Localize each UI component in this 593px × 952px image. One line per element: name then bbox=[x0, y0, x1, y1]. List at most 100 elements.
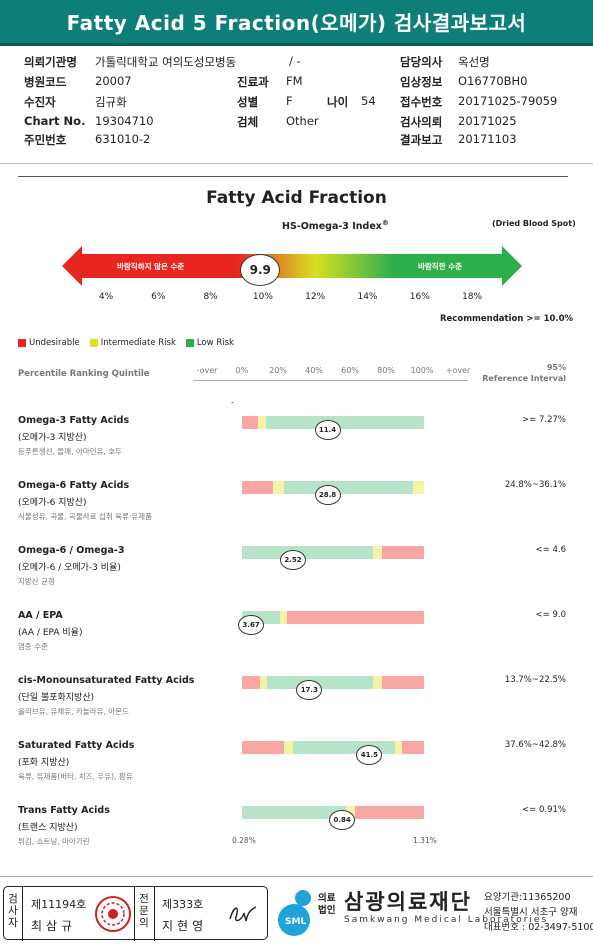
item-korean-name: (오메가-6 / 오메가-3 비율) bbox=[18, 563, 121, 573]
sml-logo-text: SML bbox=[285, 917, 306, 927]
reference-header: 95% Reference Interval bbox=[482, 363, 566, 383]
org-type: 의료법인 bbox=[318, 893, 336, 916]
examiner-no: 제11194호 bbox=[31, 898, 87, 911]
age-label: 나이 bbox=[327, 95, 349, 109]
scale-tick: 8% bbox=[203, 292, 218, 302]
examiner-seal-icon bbox=[95, 896, 131, 932]
org-phone: 대표번호 : 02-3497-5100 bbox=[484, 922, 593, 933]
item-reference: 13.7%~22.5% bbox=[504, 675, 566, 685]
item-name: Omega-6 / Omega-3 bbox=[18, 545, 125, 556]
item-name: Omega-3 Fatty Acids bbox=[18, 415, 130, 426]
result-marker: 41.5 bbox=[356, 745, 383, 765]
item-name: cis-Monounsaturated Fatty Acids bbox=[18, 675, 195, 686]
bar-segment-yellow bbox=[283, 741, 293, 754]
percentile-bar bbox=[242, 416, 424, 429]
axis-label: +over bbox=[445, 366, 471, 375]
clinical-label: 임상정보 bbox=[400, 75, 443, 89]
item-food-sources: 튀김, 쇼트닝, 마아가린 bbox=[18, 837, 90, 846]
ssn-value: 631010-2 bbox=[95, 132, 151, 146]
axis-label: 0% bbox=[235, 366, 249, 375]
item-name: Trans Fatty Acids bbox=[18, 805, 110, 816]
bar-segment-red bbox=[242, 416, 259, 429]
result-marker: 0.84 bbox=[329, 810, 356, 830]
bar-segment-yellow bbox=[260, 676, 268, 689]
item-reference: <= 4.6 bbox=[535, 545, 566, 555]
bar-segment-red bbox=[402, 741, 424, 754]
specialist-signature-icon bbox=[229, 906, 257, 922]
specimen-label: 검체 bbox=[237, 115, 259, 129]
percentile-bar bbox=[242, 741, 424, 754]
chart-value: 19304710 bbox=[95, 114, 154, 128]
item-korean-name: (오메가-3 지방산) bbox=[18, 433, 87, 443]
legend: Undesirable Intermediate Risk Low Risk bbox=[18, 338, 234, 348]
signature-box: 검사자 제11194호 최삼규 전문의 제333호 지현영 bbox=[3, 886, 268, 941]
receipt-value: 20171025-79059 bbox=[458, 94, 558, 108]
axis-label: -over bbox=[196, 366, 218, 375]
percentile-bar bbox=[242, 611, 424, 624]
item-name: AA / EPA bbox=[18, 610, 63, 621]
clinical-value: O16770BH0 bbox=[458, 74, 528, 88]
sex-label: 성별 bbox=[237, 95, 259, 109]
result-marker: 11.4 bbox=[314, 420, 341, 440]
item-food-sources: 등푸른생선, 들깨, 아마인유, 호두 bbox=[18, 447, 123, 456]
doctor-value: 옥선명 bbox=[458, 55, 490, 69]
legend-intermediate: Intermediate Risk bbox=[89, 338, 176, 348]
item-food-sources: 염증 수준 bbox=[18, 642, 48, 651]
item-reference: <= 9.0 bbox=[535, 610, 566, 620]
percentile-bar bbox=[242, 806, 424, 819]
institution-value: 가톨릭대학교 여의도성모병동 bbox=[95, 55, 237, 69]
result-marker: 2.52 bbox=[279, 550, 306, 570]
sig-divider-1 bbox=[22, 887, 23, 941]
result-marker: 28.8 bbox=[314, 485, 341, 505]
specimen-value: Other bbox=[286, 114, 319, 128]
trans-range-min: 0.28% bbox=[232, 836, 256, 845]
request-label: 검사의뢰 bbox=[400, 115, 443, 129]
axis-label: 40% bbox=[305, 366, 323, 375]
item-korean-name: (포화 지방산) bbox=[18, 758, 70, 768]
report-label: 결과보고 bbox=[400, 133, 443, 147]
org-name: 삼광의료재단 bbox=[344, 890, 472, 914]
doctor-label: 담당의사 bbox=[400, 55, 443, 69]
sml-logo-icon: SML bbox=[278, 890, 311, 936]
report-value: 20171103 bbox=[458, 132, 517, 146]
bar-segment-green bbox=[265, 416, 424, 429]
request-value: 20171025 bbox=[458, 114, 517, 128]
percentile-bar bbox=[242, 676, 424, 689]
bar-segment-red bbox=[242, 741, 284, 754]
hospital-code-value: 20007 bbox=[95, 74, 132, 88]
scale-tick: 6% bbox=[151, 292, 166, 302]
specialist-no: 제333호 bbox=[162, 898, 204, 911]
bar-segment-yellow bbox=[394, 741, 403, 754]
bar-segment-red bbox=[382, 676, 424, 689]
examiner-tag: 검사자 bbox=[8, 893, 18, 929]
dept-value: FM bbox=[286, 74, 303, 88]
org-code: 요양기관:11365200 bbox=[484, 892, 571, 903]
item-korean-name: (AA / EPA 비율) bbox=[18, 628, 83, 638]
org-english: Samkwang Medical Laboratories bbox=[344, 915, 549, 925]
specimen-note: (Dried Blood Spot) bbox=[492, 219, 576, 228]
fraction-title: Fatty Acid Fraction bbox=[206, 188, 387, 208]
scale-tick: 14% bbox=[357, 292, 378, 302]
item-food-sources: 지방산 균형 bbox=[18, 577, 55, 586]
scale-tick: 4% bbox=[98, 292, 114, 302]
legend-low-risk: Low Risk bbox=[185, 338, 234, 348]
item-reference: <= 0.91% bbox=[522, 805, 566, 815]
axis-label: 60% bbox=[341, 366, 359, 375]
omega-index-arrow bbox=[62, 246, 522, 286]
item-korean-name: (오메가-6 지방산) bbox=[18, 498, 87, 508]
bar-segment-green bbox=[242, 546, 374, 559]
bar-segment-red bbox=[382, 546, 424, 559]
item-korean-name: (단일 불포화지방산) bbox=[18, 693, 95, 703]
ssn-label: 주민번호 bbox=[24, 133, 67, 147]
sig-divider-2 bbox=[134, 887, 135, 941]
axis-label: 80% bbox=[377, 366, 395, 375]
item-reference: 24.8%~36.1% bbox=[504, 480, 566, 490]
receipt-label: 접수번호 bbox=[400, 95, 443, 109]
patient-label: 수진자 bbox=[24, 95, 56, 109]
specialist-name: 지현영 bbox=[162, 919, 208, 933]
fraction-subtitle: HS-Omega-3 Index® bbox=[282, 219, 389, 233]
omega-index-value: 9.9 bbox=[240, 254, 281, 286]
bar-segment-yellow bbox=[373, 546, 383, 559]
scale-tick: 18% bbox=[462, 292, 483, 302]
percentile-bar bbox=[242, 546, 424, 559]
